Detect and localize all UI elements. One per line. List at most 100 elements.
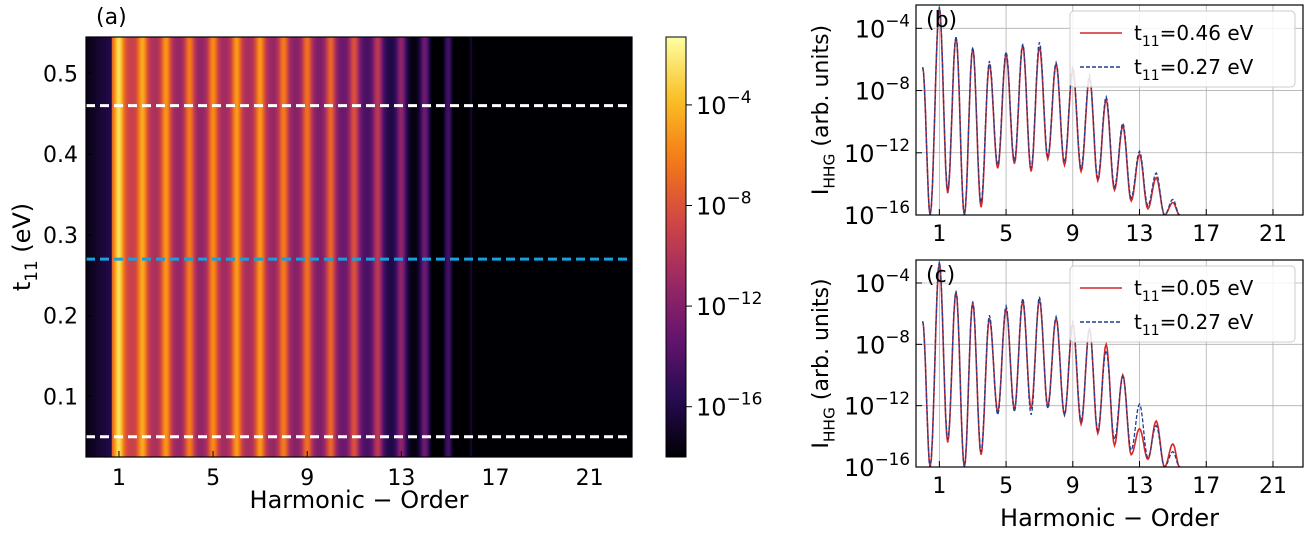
x-tick-label: 9: [1066, 222, 1080, 247]
colorbar-bar: [665, 36, 687, 458]
colorbar-tick-base: 10: [696, 293, 727, 321]
legend-label-sub: 11: [1142, 289, 1160, 305]
legend-label-rest: =0.27 eV: [1160, 310, 1254, 334]
legend-label-base: t: [1134, 21, 1142, 45]
y-tick-label-exp: −16: [875, 449, 910, 469]
x-tick-label: 1: [932, 222, 946, 247]
heatmap-xtick-label: 1: [112, 466, 126, 491]
legend-label-rest: =0.46 eV: [1160, 21, 1254, 45]
x-tick-label: 13: [1126, 222, 1154, 247]
heatmap-xtick-label: 17: [482, 466, 510, 491]
legend-label-base: t: [1134, 55, 1142, 79]
heatmap-ylabel: t11 (eV): [8, 203, 41, 291]
colorbar-tick-base: 10: [696, 193, 727, 221]
legend-label-sub: 11: [1142, 34, 1160, 50]
y-axis-label-base: I: [809, 442, 834, 449]
x-tick-label: 17: [1192, 222, 1220, 247]
panel-label: (b): [926, 8, 957, 33]
y-tick-label-exp: −16: [875, 197, 910, 217]
axes-frame: [915, 4, 1304, 216]
y-tick-label: 10−12: [844, 388, 910, 421]
heatmap-ytick-label: 0.3: [43, 224, 78, 249]
legend-label: t11=0.05 eV: [1134, 276, 1254, 305]
y-axis-label: IHHG (arb. units): [809, 25, 839, 195]
y-tick-label-exp: −12: [875, 135, 910, 155]
heatmap-xlabel: Harmonic − Order: [250, 486, 469, 514]
x-tick-label: 13: [1126, 474, 1154, 499]
legend-label-sub: 11: [1142, 323, 1160, 339]
heatmap-panel: 1 5 9 13 17 21 0.1 0.2 0.3 0.4 0.5 Harmonic − Order…: [8, 5, 633, 514]
series-line-dashed: [922, 6, 1182, 215]
legend-label-rest: =0.27 eV: [1160, 55, 1254, 79]
y-tick-label-exp: −12: [875, 388, 910, 408]
panel-label: (c): [926, 263, 955, 288]
colorbar-tick-label: 10−8: [696, 189, 752, 221]
heatmap-ytick-label: 0.2: [43, 305, 78, 330]
colorbar-tick-base: 10: [696, 394, 727, 422]
colorbar-tick-exp: −4: [727, 88, 752, 108]
heatmap-ylabel-sub: 11: [21, 260, 41, 281]
y-axis-label-rest: (arb. units): [809, 278, 834, 407]
legend-label-base: t: [1134, 276, 1142, 300]
legend-label: t11=0.27 eV: [1134, 55, 1254, 84]
x-tick-label: 21: [1259, 222, 1287, 247]
axes-frame: [915, 259, 1304, 468]
y-tick-label-base: 10: [855, 15, 886, 43]
heatmap-ytick-label: 0.1: [43, 385, 78, 410]
heatmap-xtick-label: 5: [206, 466, 220, 491]
y-tick-label-base: 10: [844, 202, 875, 230]
heatmap-xtick-label: 21: [576, 466, 604, 491]
colorbar-tick-base: 10: [696, 92, 727, 120]
colorbar-tick-label: 10−4: [696, 88, 752, 120]
y-tick-label-exp: −8: [885, 73, 910, 93]
y-tick-label: 10−4: [855, 11, 910, 44]
y-tick-label-base: 10: [855, 331, 886, 359]
colorbar-tick-exp: −16: [727, 390, 763, 410]
y-axis-label-rest: (arb. units): [809, 25, 834, 154]
heatmap-panel-label: (a): [96, 5, 127, 30]
y-tick-label: 10−12: [844, 135, 910, 168]
colorbar-tick-exp: −8: [727, 189, 752, 209]
heatmap-ytick-label: 0.5: [43, 62, 78, 87]
legend-label: t11=0.46 eV: [1134, 21, 1254, 50]
colorbar-tick-label: 10−16: [696, 390, 762, 422]
colorbar-tick-label: 10−12: [696, 289, 762, 321]
y-tick-label: 10−16: [844, 449, 910, 482]
legend-box: [1069, 265, 1296, 343]
y-tick-label-exp: −8: [885, 327, 910, 347]
y-axis-label-base: I: [809, 189, 834, 196]
y-tick-label: 10−16: [844, 197, 910, 230]
heatmap-xtick-label: 9: [300, 466, 314, 491]
y-tick-label: 10−8: [855, 327, 910, 360]
y-tick-label: 10−4: [855, 265, 910, 298]
heatmap-frame: [85, 36, 633, 458]
series-line-dashed: [922, 261, 1182, 467]
y-tick-label-exp: −4: [885, 11, 910, 31]
x-tick-label: 17: [1192, 474, 1220, 499]
heatmap-ylabel-rest: (eV): [8, 203, 36, 261]
x-tick-label: 21: [1259, 474, 1287, 499]
y-axis-label: IHHG (arb. units): [809, 278, 839, 448]
y-axis-label-sub: HHG: [821, 407, 839, 442]
x-tick-label: 9: [1066, 474, 1080, 499]
heatmap-ylabel-base: t: [8, 282, 36, 291]
y-tick-label-base: 10: [844, 393, 875, 421]
x-tick-label: 5: [999, 474, 1013, 499]
legend-label-rest: =0.05 eV: [1160, 276, 1254, 300]
heatmap-xtick-label: 13: [387, 466, 415, 491]
y-tick-label-base: 10: [844, 454, 875, 482]
heatmap-image: [86, 37, 632, 457]
legend-label-sub: 11: [1142, 68, 1160, 84]
y-axis-label-sub: HHG: [821, 154, 839, 189]
y-tick-label-base: 10: [844, 140, 875, 168]
x-tick-label: 1: [932, 474, 946, 499]
y-tick-label-exp: −4: [885, 265, 910, 285]
y-tick-label: 10−8: [855, 73, 910, 106]
colorbar-tick-exp: −12: [727, 289, 763, 309]
y-tick-label-base: 10: [855, 270, 886, 298]
legend-label-base: t: [1134, 310, 1142, 334]
